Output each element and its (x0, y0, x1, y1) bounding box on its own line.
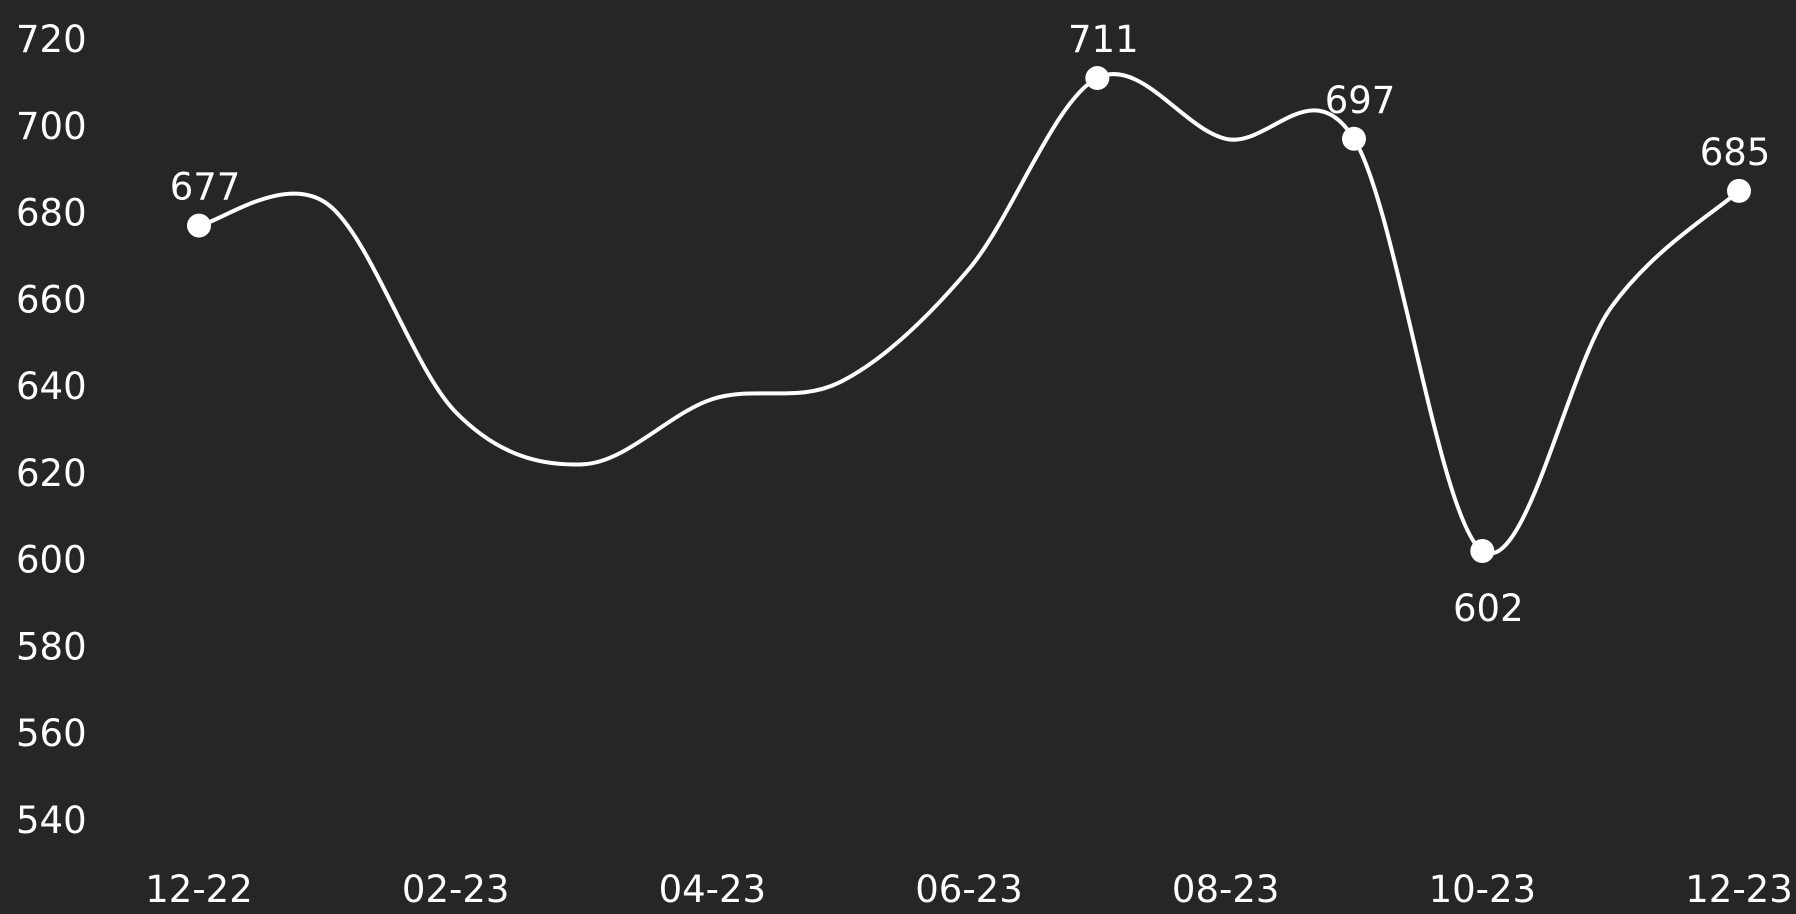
x-tick-label: 04-23 (659, 868, 767, 910)
y-tick-label: 700 (16, 105, 87, 148)
x-axis: 12-22 02-23 04-23 06-23 08-23 10-23 12-23 (145, 868, 1793, 911)
x-tick-label: 06-23 (915, 868, 1023, 910)
y-tick-label: 560 (16, 712, 87, 755)
data-point-marker (1085, 66, 1110, 91)
y-tick-label: 660 (16, 278, 87, 321)
y-tick-label: 720 (16, 18, 87, 61)
series (197, 72, 1741, 556)
markers (187, 66, 1751, 563)
data-label: 711 (1068, 18, 1139, 61)
y-tick-label: 600 (16, 539, 87, 582)
x-tick-label: 12-22 (145, 868, 253, 910)
data-point-marker (1342, 126, 1366, 151)
y-axis: 720 700 680 660 640 620 600 580 560 540 (16, 18, 87, 842)
x-tick-label: 02-23 (402, 868, 510, 910)
data-label: 697 (1325, 79, 1396, 122)
x-tick-label: 12-23 (1685, 868, 1793, 910)
y-tick-label: 680 (16, 192, 87, 235)
data-labels: 677 711 697 602 685 (170, 18, 1771, 630)
data-point-marker (1727, 178, 1751, 203)
x-tick-label: 08-23 (1172, 868, 1280, 910)
y-tick-label: 640 (16, 365, 87, 408)
series-line (197, 72, 1741, 556)
data-point-marker (187, 213, 211, 238)
data-label: 602 (1453, 587, 1524, 630)
data-point-marker (1470, 538, 1495, 563)
data-label: 685 (1700, 131, 1771, 174)
y-tick-label: 620 (16, 452, 87, 495)
y-tick-label: 540 (16, 799, 87, 842)
data-label: 677 (170, 166, 241, 209)
y-tick-label: 580 (16, 625, 87, 668)
x-tick-label: 10-23 (1429, 868, 1537, 910)
